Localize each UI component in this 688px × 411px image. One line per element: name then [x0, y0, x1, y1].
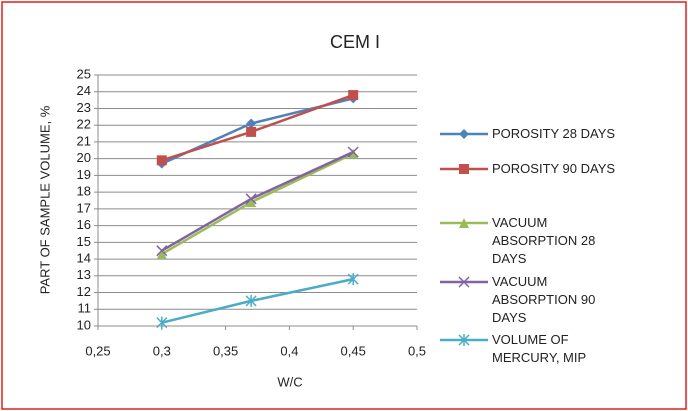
y-tick-label: 25	[77, 66, 91, 81]
marker	[347, 146, 359, 158]
y-tick-label: 24	[77, 83, 91, 98]
marker	[245, 193, 257, 205]
x-tick-label: 0,3	[153, 343, 171, 358]
marker	[246, 118, 257, 129]
marker	[459, 218, 469, 228]
y-tick-label: 18	[77, 184, 91, 199]
legend-label: POROSITY 28 DAYS	[492, 126, 616, 141]
y-tick-label: 11	[78, 301, 92, 316]
legend-swatch	[440, 218, 488, 228]
y-tick-label: 15	[77, 234, 91, 249]
marker-shape	[348, 148, 359, 159]
y-tick-label: 14	[77, 251, 91, 266]
marker-shape	[245, 294, 257, 307]
x-tick-label: 0,25	[85, 343, 110, 358]
marker	[246, 126, 257, 137]
y-tick-label: 20	[77, 150, 91, 165]
marker-shape	[156, 249, 167, 260]
legend-label: VOLUME OF MERCURY, MIP	[492, 332, 587, 365]
marker-shape	[459, 129, 469, 139]
marker	[156, 155, 167, 166]
marker	[348, 90, 359, 101]
y-tick-label: 13	[77, 267, 91, 282]
legend-item: VACUUM ABSORPTION 28 DAYS	[440, 214, 627, 268]
legend-item: POROSITY 28 DAYS	[440, 125, 627, 143]
marker-shape	[458, 334, 470, 346]
legend-item: VACUUM ABSORPTION 90 DAYS	[440, 273, 627, 327]
marker	[458, 276, 470, 288]
x-axis-label: W/C	[277, 374, 302, 389]
legend-label: VACUUM ABSORPTION 90 DAYS	[492, 274, 596, 325]
marker-shape	[245, 193, 257, 205]
y-tick-label: 17	[77, 200, 91, 215]
marker-shape	[246, 118, 257, 129]
x-tick-label: 0,35	[213, 343, 238, 358]
marker	[245, 294, 257, 307]
legend-item: VOLUME OF MERCURY, MIP	[440, 331, 627, 367]
marker-shape	[156, 245, 168, 257]
marker	[246, 197, 257, 208]
marker-shape	[156, 155, 167, 166]
y-tick-label: 10	[77, 317, 91, 332]
marker	[156, 245, 168, 257]
x-tick-label: 0,45	[341, 343, 366, 358]
marker	[459, 129, 469, 139]
y-tick-label: 16	[77, 217, 91, 232]
marker-shape	[458, 276, 470, 288]
y-tick-label: 23	[77, 100, 91, 115]
marker	[459, 164, 469, 174]
y-tick-label: 21	[77, 133, 91, 148]
marker	[347, 273, 359, 286]
marker-shape	[348, 90, 359, 101]
legend-item: POROSITY 90 DAYS	[440, 160, 627, 178]
legend-label: POROSITY 90 DAYS	[492, 161, 616, 176]
legend-swatch	[440, 164, 488, 174]
chart-title: CEM I	[330, 32, 380, 52]
marker-shape	[459, 218, 469, 228]
x-tick-label: 0,5	[408, 343, 426, 358]
marker	[156, 249, 167, 260]
marker	[348, 148, 359, 159]
marker-shape	[156, 316, 168, 329]
legend-swatch	[440, 276, 488, 288]
marker	[458, 334, 470, 346]
legend-swatch	[440, 334, 488, 346]
y-tick-label: 12	[77, 284, 91, 299]
marker-shape	[347, 273, 359, 286]
x-tick-label: 0,4	[280, 343, 298, 358]
marker-shape	[459, 164, 469, 174]
marker-shape	[347, 146, 359, 158]
legend-label: VACUUM ABSORPTION 28 DAYS	[492, 215, 596, 266]
y-tick-label: 22	[77, 117, 91, 132]
legend-swatch	[440, 129, 488, 139]
y-axis-label: PART OF SAMPLE VOLUME, %	[37, 105, 52, 294]
marker	[156, 316, 168, 329]
marker-shape	[246, 126, 257, 137]
y-tick-label: 19	[77, 167, 91, 182]
marker-shape	[246, 197, 257, 208]
